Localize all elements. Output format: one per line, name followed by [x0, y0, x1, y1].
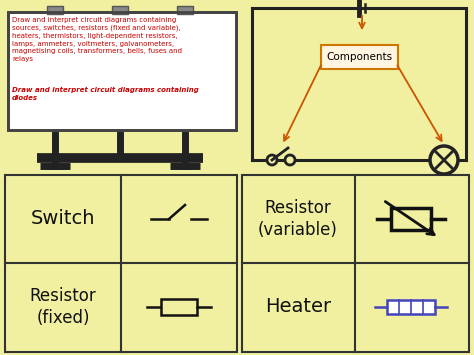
Text: Draw and interpret circuit diagrams containing
diodes: Draw and interpret circuit diagrams cont… [12, 87, 199, 101]
Bar [8, 12, 236, 130]
Text: Heater: Heater [265, 297, 331, 317]
Bar [112, 6, 128, 14]
Bar [387, 300, 435, 314]
Bar [47, 6, 63, 14]
Text: Draw and interpret circuit diagrams containing
sources, switches, resistors (fix: Draw and interpret circuit diagrams cont… [12, 17, 182, 62]
Bar [161, 299, 197, 315]
Bar [177, 6, 193, 14]
Circle shape [267, 155, 277, 165]
Text: Components: Components [326, 52, 392, 62]
FancyBboxPatch shape [321, 45, 398, 69]
Text: Resistor
(fixed): Resistor (fixed) [29, 287, 96, 327]
Bar [8, 12, 236, 130]
Bar [5, 175, 237, 352]
Circle shape [430, 146, 458, 174]
Bar [391, 208, 431, 230]
Bar [242, 175, 469, 352]
Text: Switch: Switch [31, 209, 95, 229]
Text: Resistor
(variable): Resistor (variable) [258, 199, 338, 239]
Circle shape [285, 155, 295, 165]
